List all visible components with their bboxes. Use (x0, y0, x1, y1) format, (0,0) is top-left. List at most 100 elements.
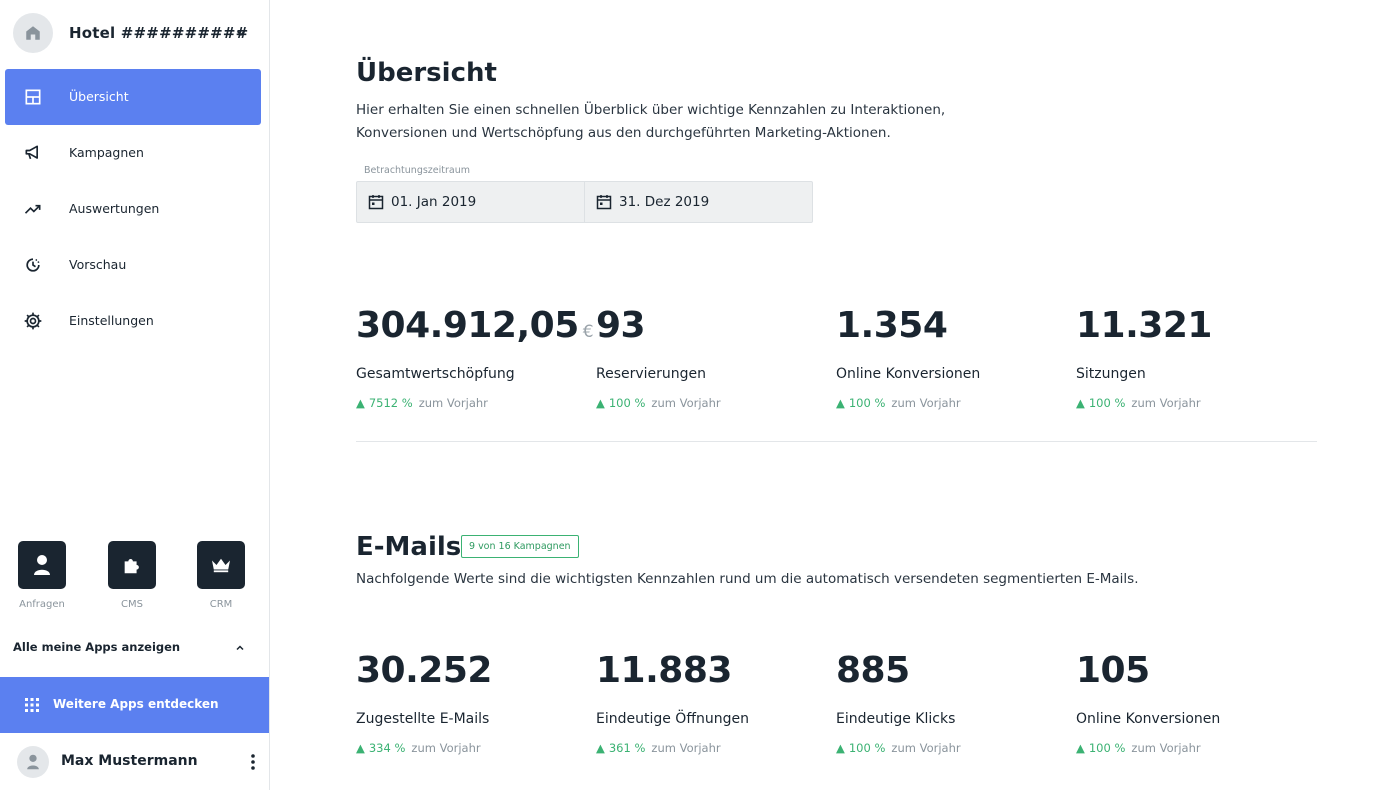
home-icon (26, 26, 40, 40)
kpi-sitzungen: 11.321 Sitzungen ▲ 100 % zum Vorjahr (1076, 305, 1306, 410)
campaign-count-badge: 9 von 16 Kampagnen (461, 535, 579, 558)
kpi-label: Sitzungen (1076, 366, 1146, 382)
trend-suffix: zum Vorjahr (418, 396, 488, 410)
kpi-label: Online Konversionen (1076, 711, 1221, 727)
kpi-eindeutige-klicks: 885 Eindeutige Klicks ▲ 100 % zum Vorjahr (836, 650, 1066, 755)
calendar-icon (596, 195, 612, 210)
trend-percent: 100 % (1088, 741, 1126, 755)
user-profile[interactable]: Max Mustermann (0, 733, 269, 790)
puzzle-icon (124, 559, 139, 574)
start-date-field[interactable]: 01. Jan 2019 (357, 182, 584, 222)
all-apps-toggle[interactable]: Alle meine Apps anzeigen (13, 640, 181, 654)
kpi-reservierungen: 93 Reservierungen ▲ 100 % zum Vorjahr (596, 305, 826, 410)
trend-suffix: zum Vorjahr (651, 741, 721, 755)
more-apps-button[interactable]: Weitere Apps entdecken (0, 677, 269, 733)
kpi-value: 11.321 (1076, 305, 1212, 346)
currency-unit: € (582, 322, 594, 342)
kpi-online-konversionen: 1.354 Online Konversionen ▲ 100 % zum Vorj… (836, 305, 1066, 410)
kpi-email-online-konversionen: 105 Online Konversionen ▲ 100 % zum Vorjah… (1076, 650, 1306, 755)
trend-percent: 361 % (608, 741, 646, 755)
section-divider (356, 441, 1317, 442)
app-tile[interactable] (108, 541, 156, 589)
hotel-switcher[interactable]: Hotel ########## (0, 0, 269, 66)
arrow-up-icon: ▲ (1076, 741, 1085, 755)
arrow-up-icon: ▲ (356, 741, 365, 755)
kpi-label: Online Konversionen (836, 366, 981, 382)
main-nav: Übersicht Kampagnen Auswertungen Vorscha… (5, 69, 261, 349)
more-apps-label: Weitere Apps entdecken (53, 697, 219, 711)
calendar-icon (368, 195, 384, 210)
trend-suffix: zum Vorjahr (651, 396, 721, 410)
user-name: Max Mustermann (61, 753, 198, 769)
kpi-value: 93 (596, 305, 646, 346)
arrow-up-icon: ▲ (836, 396, 845, 410)
nav-item-uebersicht[interactable]: Übersicht (5, 69, 261, 125)
nav-label: Übersicht (69, 89, 129, 104)
nav-label: Vorschau (69, 257, 127, 272)
app-anfragen[interactable]: Anfragen (18, 541, 66, 610)
kpi-value: 11.883 (596, 650, 732, 691)
kpi-trend: ▲ 100 % zum Vorjahr (1076, 741, 1201, 755)
section-title-emails: E-Mails (356, 532, 462, 562)
arrow-up-icon: ▲ (1076, 396, 1085, 410)
gear-icon (24, 312, 42, 330)
apps-grid-icon (25, 698, 39, 712)
kpi-label: Reservierungen (596, 366, 707, 382)
more-vertical-icon[interactable] (246, 751, 260, 773)
end-date-value: 31. Dez 2019 (619, 194, 710, 210)
avatar (17, 746, 49, 778)
trend-percent: 100 % (848, 396, 886, 410)
trending-up-icon (24, 204, 41, 214)
nav-item-einstellungen[interactable]: Einstellungen (5, 293, 261, 349)
app-label: Anfragen (19, 599, 65, 610)
trend-suffix: zum Vorjahr (1131, 741, 1201, 755)
layout-icon (25, 89, 41, 105)
kpi-trend: ▲ 334 % zum Vorjahr (356, 741, 481, 755)
trend-percent: 7512 % (368, 396, 413, 410)
end-date-field[interactable]: 31. Dez 2019 (584, 182, 811, 222)
trend-percent: 100 % (608, 396, 646, 410)
trend-suffix: zum Vorjahr (1131, 396, 1201, 410)
hotel-name: Hotel ########## (69, 24, 249, 42)
app-crm[interactable]: CRM (197, 541, 245, 610)
app-label: CMS (121, 599, 143, 610)
crown-icon (212, 558, 230, 573)
kpi-eindeutige-oeffnungen: 11.883 Eindeutige Öffnungen ▲ 361 % zum Vo… (596, 650, 826, 755)
page-description: Hier erhalten Sie einen schnellen Überbl… (356, 102, 946, 141)
chevron-up-icon[interactable] (234, 642, 246, 654)
arrow-up-icon: ▲ (836, 741, 845, 755)
period-label: Betrachtungszeitraum (364, 165, 471, 176)
app-cms[interactable]: CMS (108, 541, 156, 610)
trend-percent: 334 % (368, 741, 406, 755)
kpi-value: 30.252 (356, 650, 492, 691)
nav-item-auswertungen[interactable]: Auswertungen (5, 181, 261, 237)
trend-suffix: zum Vorjahr (411, 741, 481, 755)
kpi-trend: ▲ 100 % zum Vorjahr (1076, 396, 1201, 410)
arrow-up-icon: ▲ (356, 396, 365, 410)
kpi-number: 304.912,05 (356, 305, 579, 346)
app-tile[interactable] (197, 541, 245, 589)
person-icon (27, 754, 39, 770)
kpi-value: 105 (1076, 650, 1150, 691)
kpi-zugestellte-emails: 30.252 Zugestellte E-Mails ▲ 334 % zum Vor… (356, 650, 586, 755)
person-icon (34, 555, 50, 575)
page-title: Übersicht (356, 58, 497, 88)
kpi-trend: ▲ 100 % zum Vorjahr (836, 741, 961, 755)
nav-item-kampagnen[interactable]: Kampagnen (5, 125, 261, 181)
kpi-trend: ▲ 100 % zum Vorjahr (836, 396, 961, 410)
start-date-value: 01. Jan 2019 (391, 194, 477, 210)
arrow-up-icon: ▲ (596, 741, 605, 755)
kpi-label: Zugestellte E-Mails (356, 711, 490, 727)
kpi-value: 885 (836, 650, 910, 691)
nav-item-vorschau[interactable]: Vorschau (5, 237, 261, 293)
kpi-value: 1.354 (836, 305, 948, 346)
app-label: CRM (209, 599, 233, 610)
nav-label: Auswertungen (69, 201, 160, 216)
history-icon (26, 258, 40, 272)
kpi-gesamtwertschoepfung: 304.912,05 € Gesamtwertschöpfung ▲ 7512 % z… (356, 305, 594, 410)
chevron-down-icon[interactable] (234, 26, 248, 40)
trend-percent: 100 % (1088, 396, 1126, 410)
hotel-avatar (13, 13, 53, 53)
app-tile[interactable] (18, 541, 66, 589)
nav-label: Kampagnen (69, 145, 144, 160)
